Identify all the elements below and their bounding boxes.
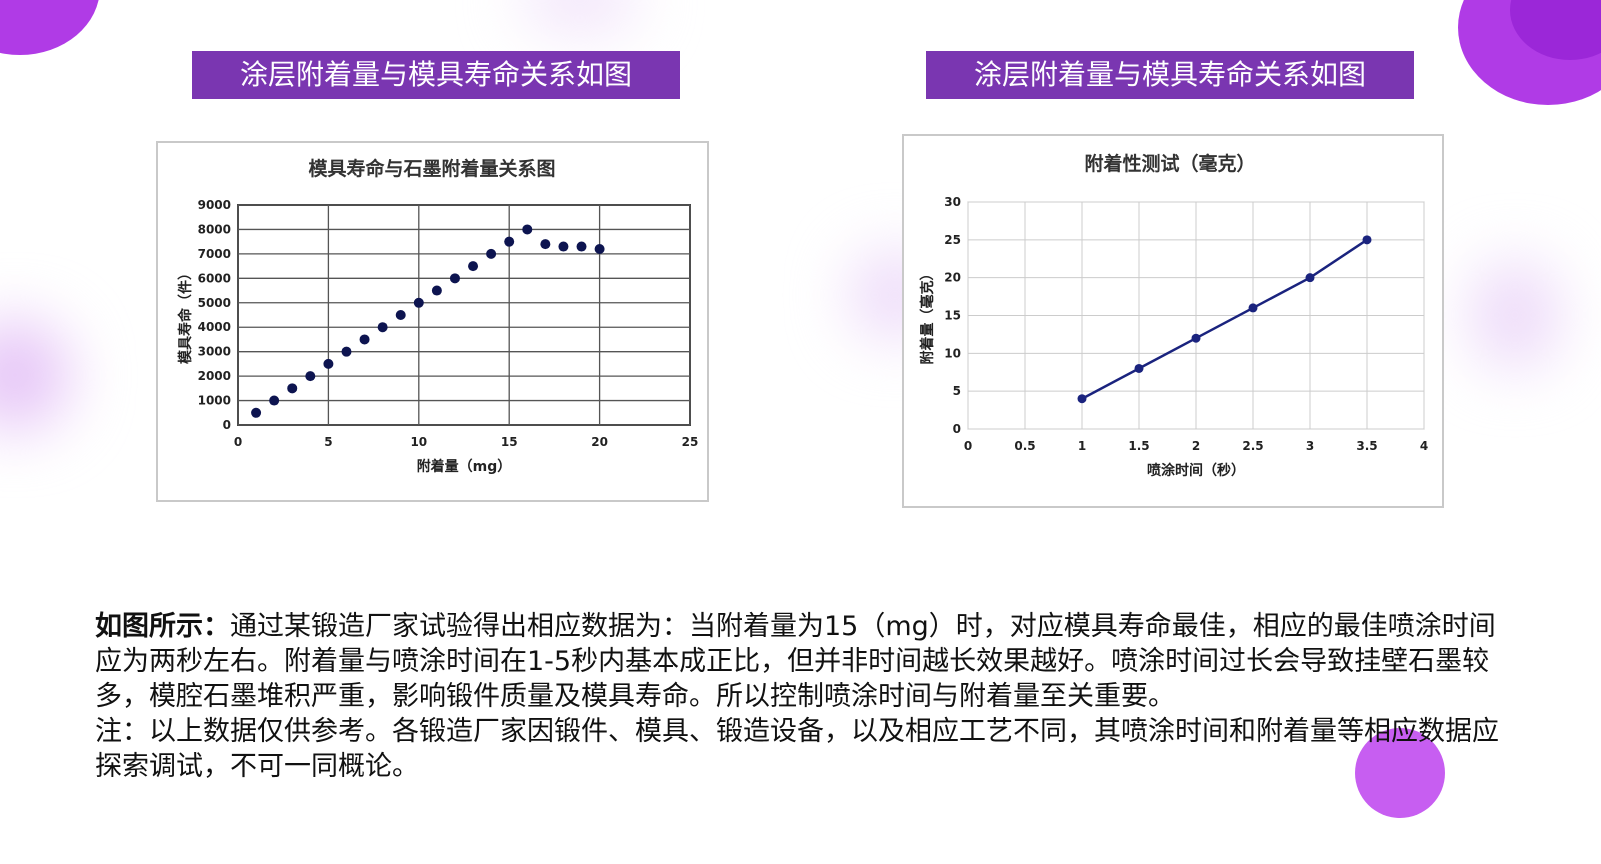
y-tick-label: 6000 bbox=[198, 271, 231, 285]
data-point bbox=[431, 285, 442, 296]
data-point bbox=[413, 297, 424, 308]
x-tick-label: 0.5 bbox=[1014, 439, 1035, 453]
data-point bbox=[269, 395, 280, 406]
y-tick-label: 30 bbox=[944, 195, 961, 209]
decor-circle-top-left bbox=[0, 0, 100, 55]
x-tick-label: 10 bbox=[410, 435, 427, 449]
data-point bbox=[287, 383, 298, 394]
description-text: 如图所示：通过某锻造厂家试验得出相应数据为：当附着量为15（mg）时，对应模具寿… bbox=[95, 609, 1505, 784]
x-axis-label: 喷涂时间（秒） bbox=[1147, 462, 1245, 479]
description-note: 注：以上数据仅供参考。各锻造厂家因锻件、模具、锻造设备，以及相应工艺不同，其喷涂… bbox=[95, 716, 1499, 782]
data-point bbox=[486, 248, 497, 259]
chart-title: 模具寿命与石墨附着量关系图 bbox=[308, 157, 555, 180]
data-point bbox=[323, 358, 334, 369]
decor-blob-top bbox=[520, 0, 640, 30]
y-tick-label: 10 bbox=[944, 346, 961, 360]
x-tick-label: 3 bbox=[1306, 439, 1314, 453]
data-point bbox=[1077, 394, 1087, 404]
data-point bbox=[1362, 235, 1372, 245]
data-point bbox=[594, 244, 605, 254]
data-point bbox=[1191, 333, 1201, 343]
description-paragraph: 如图所示：通过某锻造厂家试验得出相应数据为：当附着量为15（mg）时，对应模具寿… bbox=[95, 609, 1505, 714]
y-axis-label: 附着量（毫克） bbox=[919, 267, 936, 365]
data-point bbox=[305, 371, 316, 382]
y-tick-label: 4000 bbox=[198, 320, 231, 334]
y-tick-label: 8000 bbox=[198, 222, 231, 236]
x-tick-label: 25 bbox=[682, 435, 699, 449]
x-tick-label: 2.5 bbox=[1242, 439, 1263, 453]
x-axis-label: 附着量（mg） bbox=[417, 458, 512, 475]
data-point bbox=[522, 224, 533, 235]
y-tick-label: 15 bbox=[944, 309, 961, 323]
x-tick-label: 1.5 bbox=[1128, 439, 1149, 453]
plot-area bbox=[237, 204, 691, 426]
series-line bbox=[1081, 238, 1368, 400]
decor-circle-bottom-right bbox=[1355, 728, 1445, 818]
chart-adhesion-test: 0 5 10 15 20 25 30 0 0.5 1 1.5 2 2.5 3 3.5 4 附着性测试（毫克） 喷涂… bbox=[902, 134, 1444, 508]
data-point bbox=[468, 261, 479, 272]
x-tick-label: 5 bbox=[324, 435, 332, 449]
decor-blob-right bbox=[1470, 260, 1560, 370]
x-tick-label: 15 bbox=[501, 435, 518, 449]
decor-blob-left bbox=[0, 320, 70, 430]
x-tick-label: 2 bbox=[1192, 439, 1200, 453]
chart-adhesion-test-svg: 0 5 10 15 20 25 30 0 0.5 1 1.5 2 2.5 3 3.5 4 附着性测试（毫克） 喷涂… bbox=[919, 152, 1428, 479]
data-point bbox=[359, 334, 370, 345]
x-tick-label: 4 bbox=[1420, 439, 1428, 453]
y-tick-label: 5000 bbox=[198, 296, 231, 310]
data-point bbox=[1134, 363, 1144, 373]
x-tick-label: 1 bbox=[1078, 439, 1086, 453]
data-point bbox=[395, 310, 406, 320]
data-point bbox=[1248, 303, 1258, 313]
chart-banner-right: 涂层附着量与模具寿命关系如图 bbox=[926, 51, 1414, 99]
y-tick-label: 0 bbox=[223, 418, 231, 432]
y-tick-label: 20 bbox=[944, 271, 961, 285]
data-point bbox=[377, 322, 388, 333]
y-tick-label: 7000 bbox=[198, 247, 231, 261]
y-tick-label: 2000 bbox=[198, 369, 231, 383]
data-point bbox=[449, 273, 460, 284]
y-axis-label: 模具寿命（件） bbox=[177, 266, 194, 364]
chart-title: 附着性测试（毫克） bbox=[1084, 152, 1255, 175]
y-tick-label: 3000 bbox=[198, 345, 231, 359]
data-point bbox=[341, 346, 352, 357]
data-point bbox=[1305, 273, 1315, 283]
data-point bbox=[540, 239, 551, 250]
data-point bbox=[576, 241, 587, 252]
chart-life-vs-graphite: 0 1000 2000 3000 4000 5000 6000 7000 8000 9000 0 5 1… bbox=[156, 141, 709, 502]
y-tick-label: 1000 bbox=[198, 394, 231, 408]
data-point bbox=[504, 236, 515, 247]
x-tick-label: 0 bbox=[234, 435, 242, 449]
data-point bbox=[558, 241, 569, 252]
chart-banner-left: 涂层附着量与模具寿命关系如图 bbox=[192, 51, 680, 99]
x-tick-label: 20 bbox=[591, 435, 608, 449]
chart-life-vs-graphite-svg: 0 1000 2000 3000 4000 5000 6000 7000 8000 9000 0 5 1… bbox=[177, 157, 699, 475]
description-lead: 如图所示： bbox=[95, 611, 230, 642]
y-tick-label: 0 bbox=[953, 422, 961, 436]
y-tick-label: 9000 bbox=[198, 198, 231, 212]
y-tick-label: 25 bbox=[944, 233, 961, 247]
x-tick-label: 3.5 bbox=[1356, 439, 1377, 453]
description-body: 通过某锻造厂家试验得出相应数据为：当附着量为15（mg）时，对应模具寿命最佳，相… bbox=[95, 611, 1496, 712]
y-tick-label: 5 bbox=[953, 384, 961, 398]
data-point bbox=[251, 407, 262, 418]
x-tick-label: 0 bbox=[964, 439, 972, 453]
